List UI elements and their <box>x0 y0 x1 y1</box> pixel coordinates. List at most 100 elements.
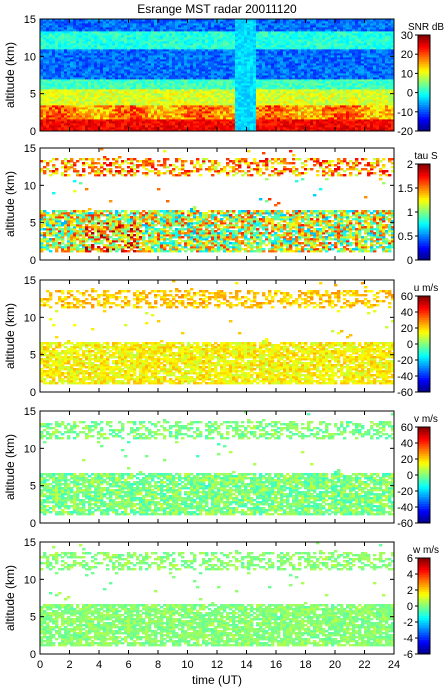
heatmap-cell <box>130 49 134 52</box>
heatmap-cell <box>43 37 47 40</box>
heatmap-cell <box>142 55 146 58</box>
heatmap-cell <box>52 69 56 72</box>
heatmap-cell <box>127 77 131 80</box>
heatmap-cell <box>163 93 167 96</box>
heatmap-cell <box>154 57 158 60</box>
heatmap-cell <box>172 75 176 78</box>
heatmap-cell <box>67 127 71 130</box>
heatmap-cell <box>154 79 158 82</box>
heatmap-cell <box>85 121 89 124</box>
heatmap-cell <box>40 119 44 122</box>
heatmap-cell <box>70 47 74 50</box>
heatmap-cell <box>94 101 98 104</box>
heatmap-cell <box>64 75 68 78</box>
heatmap-cell <box>142 99 146 102</box>
heatmap-cell <box>118 33 122 36</box>
heatmap-cell <box>139 55 143 58</box>
heatmap-cell <box>124 35 128 38</box>
heatmap-cell <box>118 47 122 50</box>
heatmap-cell <box>151 25 155 28</box>
heatmap-cell <box>43 27 47 30</box>
heatmap-cell <box>115 51 119 54</box>
heatmap-cell <box>175 41 179 44</box>
heatmap-cell <box>157 23 161 26</box>
heatmap-cell <box>118 43 122 46</box>
heatmap-cell <box>46 125 50 128</box>
heatmap-cell <box>91 121 95 124</box>
heatmap-cell <box>79 89 83 92</box>
heatmap-cell <box>163 101 167 104</box>
heatmap-cell <box>88 111 92 114</box>
heatmap-cell <box>55 41 59 44</box>
heatmap-cell <box>91 81 95 84</box>
heatmap-cell <box>181 79 185 82</box>
heatmap-cell <box>157 39 161 42</box>
heatmap-cell <box>58 45 62 48</box>
heatmap-cell <box>91 19 95 22</box>
heatmap-cell <box>166 69 170 72</box>
heatmap-cell <box>154 47 158 50</box>
heatmap-cell <box>175 51 179 54</box>
heatmap-cell <box>127 87 131 90</box>
heatmap-cell <box>61 85 65 88</box>
heatmap-cell <box>151 101 155 104</box>
heatmap-cell <box>67 47 71 50</box>
heatmap-cell <box>148 87 152 90</box>
heatmap-cell <box>70 71 74 74</box>
heatmap-cell <box>163 51 167 54</box>
heatmap-cell <box>169 27 173 30</box>
heatmap-cell <box>85 47 89 50</box>
heatmap-cell <box>166 59 170 62</box>
heatmap-cell <box>85 59 89 62</box>
heatmap-cell <box>163 37 167 40</box>
heatmap-cell <box>127 111 131 114</box>
heatmap-cell <box>175 23 179 26</box>
heatmap-cell <box>145 103 149 106</box>
heatmap-cell <box>172 37 176 40</box>
heatmap-cell <box>94 113 98 116</box>
heatmap-cell <box>190 75 194 78</box>
heatmap-cell <box>49 107 53 110</box>
heatmap-cell <box>85 41 89 44</box>
heatmap-cell <box>142 113 146 116</box>
heatmap-cell <box>181 107 185 110</box>
heatmap-cell <box>58 89 62 92</box>
heatmap-cell <box>61 19 65 22</box>
heatmap-cell <box>67 103 71 106</box>
heatmap-cell <box>124 83 128 86</box>
heatmap-cell <box>97 31 101 34</box>
heatmap-cell <box>133 81 137 84</box>
heatmap-cell <box>190 33 194 36</box>
heatmap-cell <box>163 85 167 88</box>
heatmap-cell <box>136 25 140 28</box>
heatmap-cell <box>103 95 107 98</box>
heatmap-cell <box>154 109 158 112</box>
heatmap-cell <box>154 39 158 42</box>
heatmap-cell <box>136 63 140 66</box>
heatmap-cell <box>190 103 194 106</box>
heatmap-cell <box>184 73 188 76</box>
heatmap-cell <box>160 73 164 76</box>
heatmap-cell <box>112 91 116 94</box>
heatmap-cell <box>52 81 56 84</box>
heatmap-cell <box>154 73 158 76</box>
heatmap-cell <box>46 123 50 126</box>
heatmap-cell <box>157 97 161 100</box>
heatmap-cell <box>178 53 182 56</box>
heatmap-cell <box>160 79 164 82</box>
heatmap-cell <box>70 119 74 122</box>
heatmap-cell <box>157 75 161 78</box>
heatmap-cell <box>100 37 104 40</box>
heatmap-cell <box>94 109 98 112</box>
heatmap-cell <box>58 113 62 116</box>
heatmap-cell <box>154 127 158 130</box>
heatmap-cell <box>142 73 146 76</box>
heatmap-cell <box>169 81 173 84</box>
heatmap-cell <box>103 63 107 66</box>
heatmap-cell <box>43 45 47 48</box>
heatmap-cell <box>181 43 185 46</box>
heatmap-cell <box>52 101 56 104</box>
heatmap-cell <box>55 107 59 110</box>
heatmap-cell <box>73 45 77 48</box>
heatmap-cell <box>175 63 179 66</box>
